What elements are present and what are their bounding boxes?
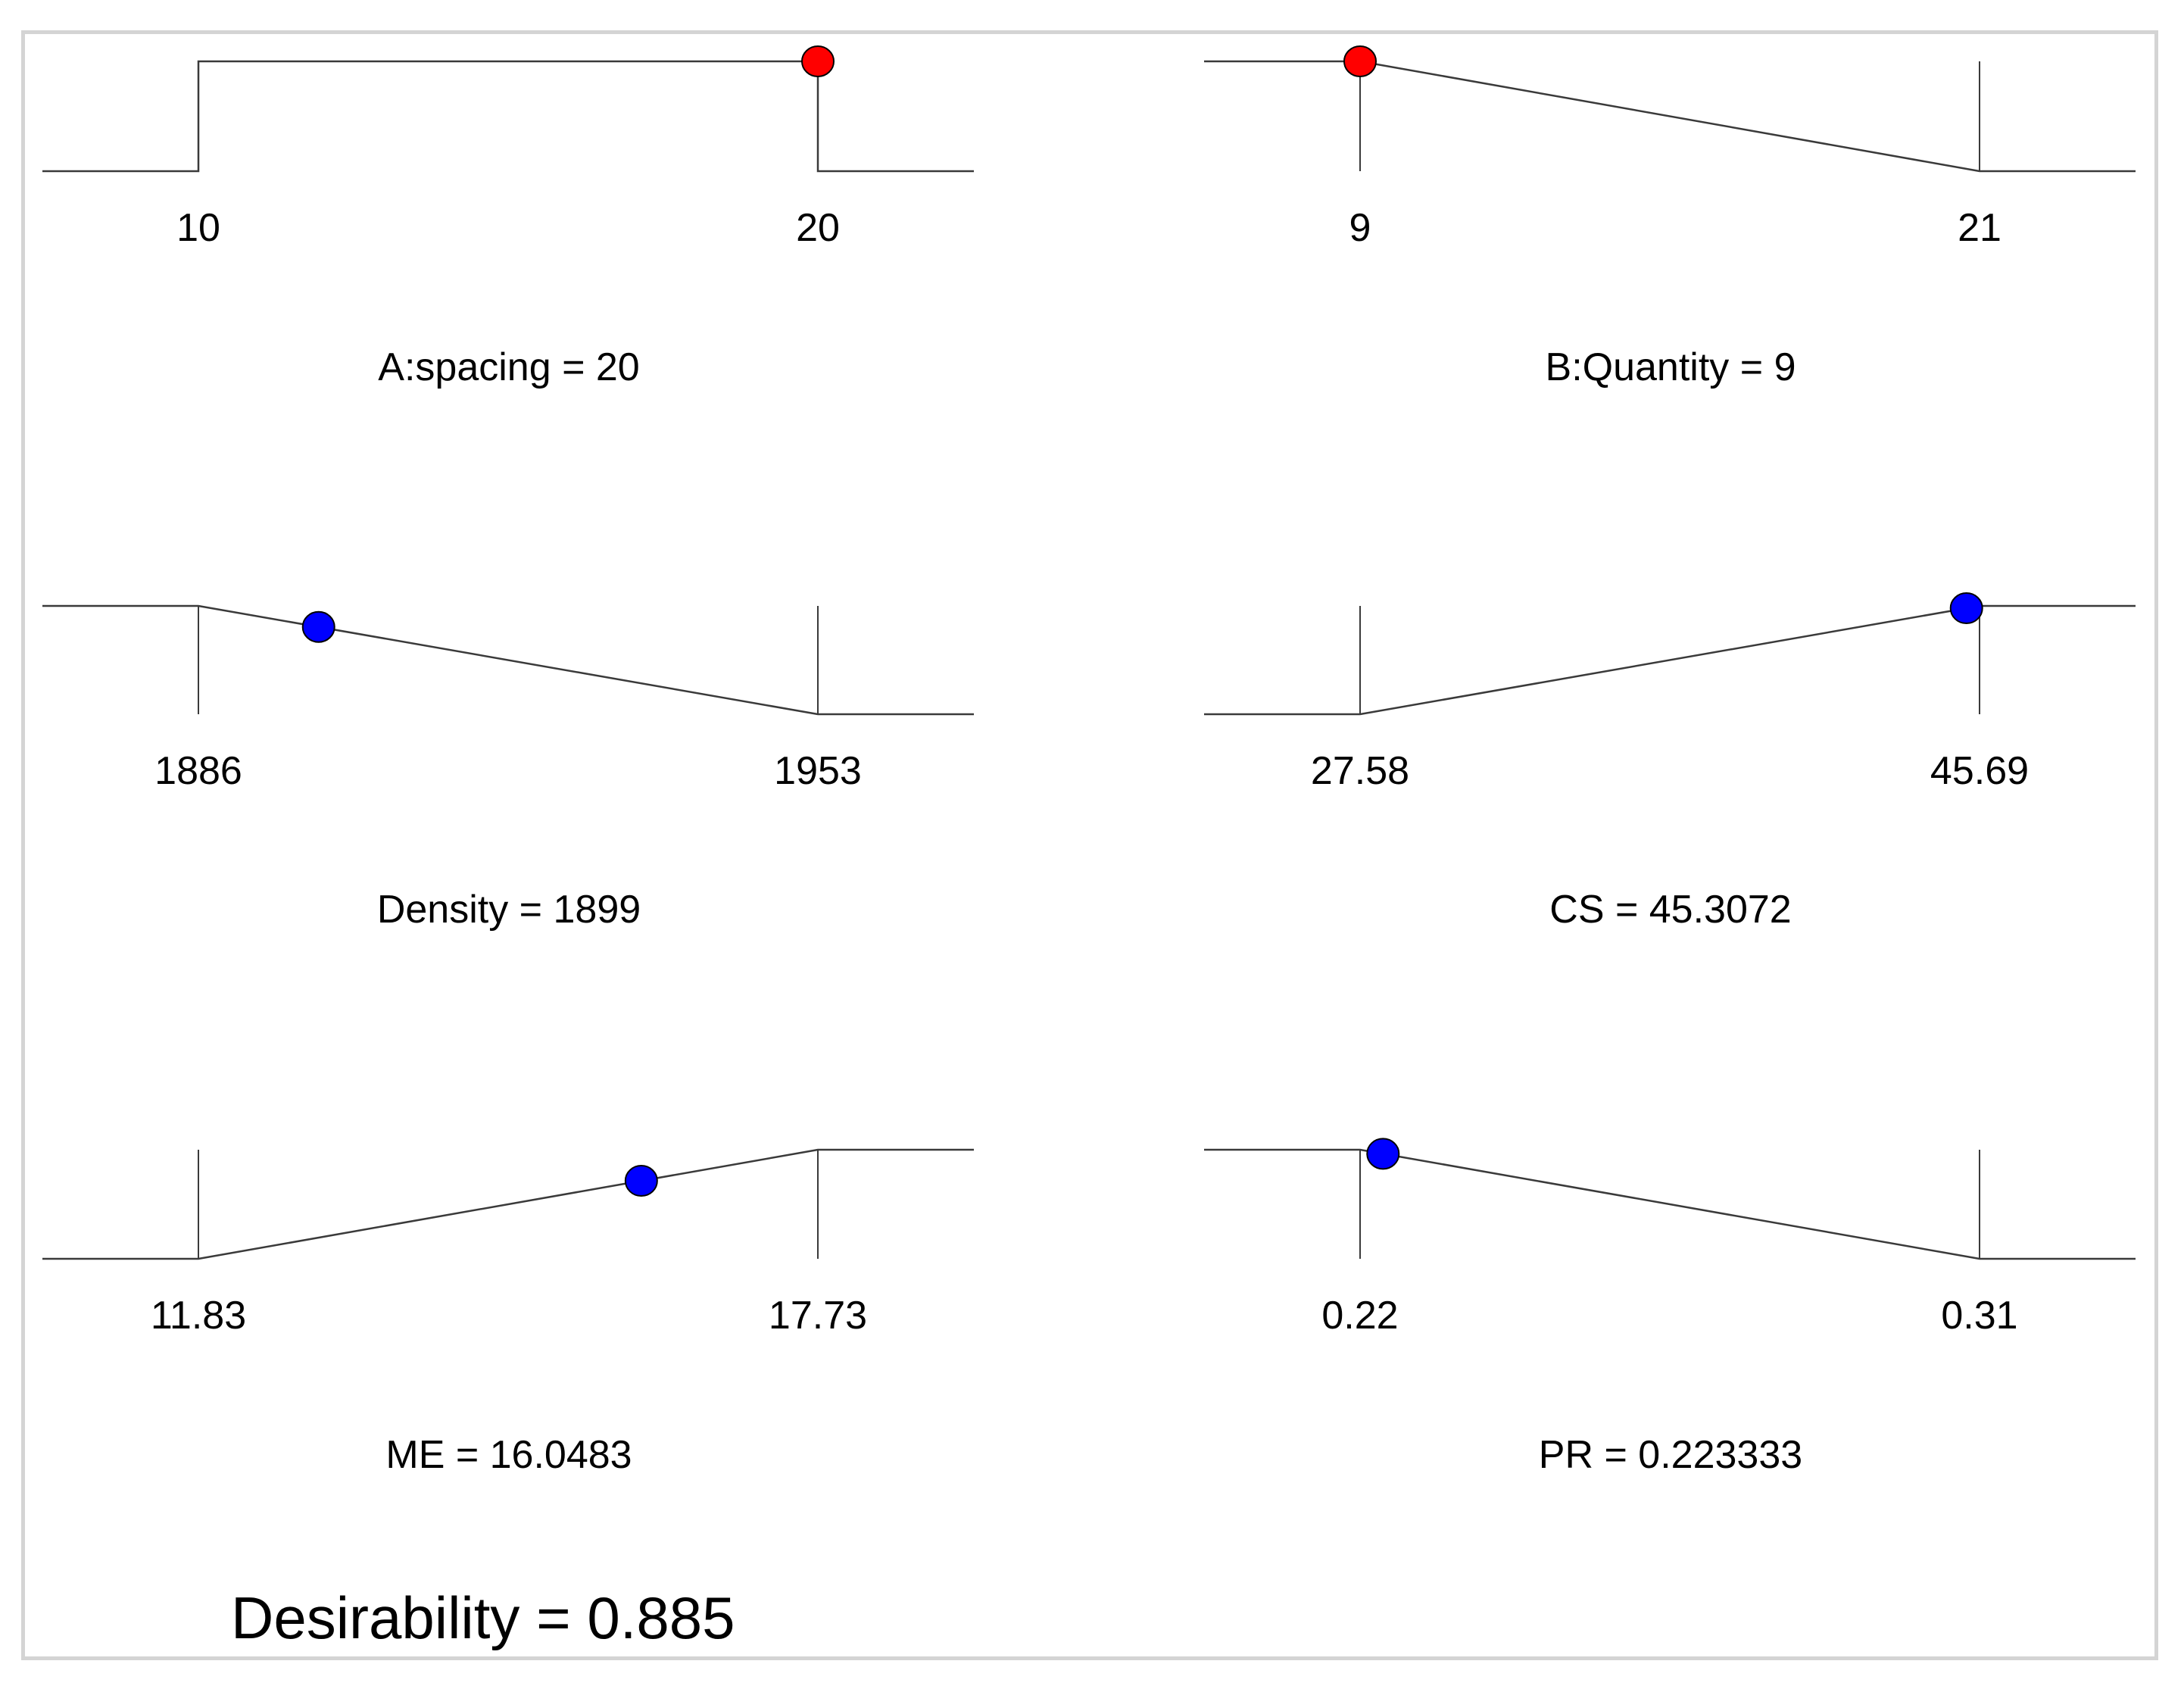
a-spacing-low-tick-label: 10 bbox=[176, 206, 220, 250]
density-value-title: Density = 1899 bbox=[377, 888, 641, 932]
pr-optimum-point bbox=[1366, 1138, 1400, 1170]
b-quantity-value-title: B:Quantity = 9 bbox=[1546, 345, 1796, 389]
b-quantity-high-tick-label: 21 bbox=[1958, 206, 2001, 250]
cs-value-title: CS = 45.3072 bbox=[1549, 888, 1791, 932]
cs-desirability-ramp bbox=[1204, 604, 2136, 716]
density-low-tick-label: 1886 bbox=[154, 749, 242, 793]
a-spacing-optimum-point bbox=[801, 45, 835, 77]
pr-high-tick-label: 0.31 bbox=[1941, 1294, 2017, 1338]
me-high-tick-label: 17.73 bbox=[769, 1294, 867, 1338]
pr-desirability-ramp bbox=[1204, 1148, 2136, 1260]
me-desirability-ramp bbox=[42, 1148, 974, 1260]
cs-optimum-point bbox=[1949, 592, 1983, 625]
cs-high-tick-label: 45.69 bbox=[1930, 749, 2029, 793]
a-spacing-desirability-ramp bbox=[42, 60, 974, 173]
density-high-tick-label: 1953 bbox=[774, 749, 862, 793]
me-value-title: ME = 16.0483 bbox=[385, 1433, 632, 1477]
b-quantity-low-tick-label: 9 bbox=[1349, 206, 1371, 250]
me-optimum-point bbox=[624, 1165, 658, 1197]
b-quantity-optimum-point bbox=[1343, 45, 1377, 77]
a-spacing-value-title: A:spacing = 20 bbox=[378, 345, 639, 389]
pr-low-tick-label: 0.22 bbox=[1321, 1294, 1398, 1338]
density-optimum-point bbox=[301, 610, 335, 643]
plot-frame bbox=[21, 30, 2158, 1660]
me-low-tick-label: 11.83 bbox=[151, 1294, 246, 1338]
pr-value-title: PR = 0.223333 bbox=[1539, 1433, 1802, 1477]
a-spacing-high-tick-label: 20 bbox=[796, 206, 840, 250]
desirability-label: Desirability = 0.885 bbox=[231, 1584, 735, 1651]
density-desirability-ramp bbox=[42, 604, 974, 716]
b-quantity-desirability-ramp bbox=[1204, 60, 2136, 173]
cs-low-tick-label: 27.58 bbox=[1311, 749, 1409, 793]
